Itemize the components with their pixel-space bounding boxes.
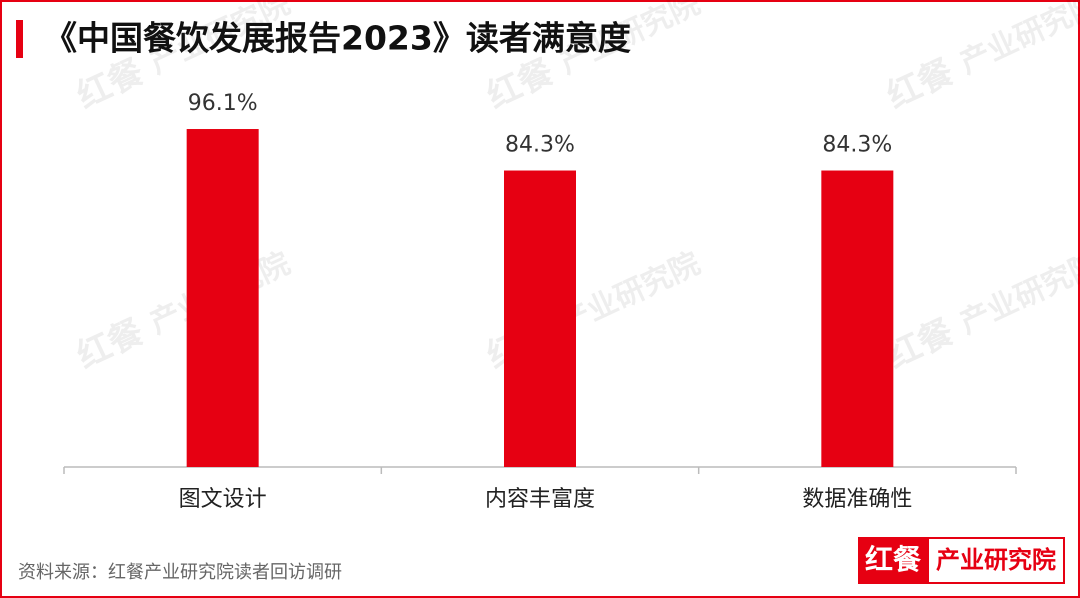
value-label: 84.3% — [505, 133, 575, 158]
chart-title: 《中国餐饮发展报告2023》读者满意度 — [44, 19, 631, 58]
logo-name-box — [927, 537, 1065, 584]
logo-brand-box — [858, 537, 928, 584]
logo-brand: 红餐 — [865, 543, 922, 576]
bar — [821, 170, 894, 467]
x-tick-label: 数据准确性 — [802, 487, 912, 512]
title-marker — [16, 20, 23, 58]
value-label: 96.1% — [188, 91, 258, 116]
bar — [186, 129, 259, 467]
x-tick-label: 图文设计 — [179, 487, 267, 512]
x-tick-label: 内容丰富度 — [485, 487, 595, 512]
logo-name: 产业研究院 — [936, 546, 1056, 574]
bar — [504, 170, 576, 467]
value-label: 84.3% — [822, 133, 892, 158]
source: 资料来源：红餐产业研究院读者回访调研 — [18, 562, 342, 583]
